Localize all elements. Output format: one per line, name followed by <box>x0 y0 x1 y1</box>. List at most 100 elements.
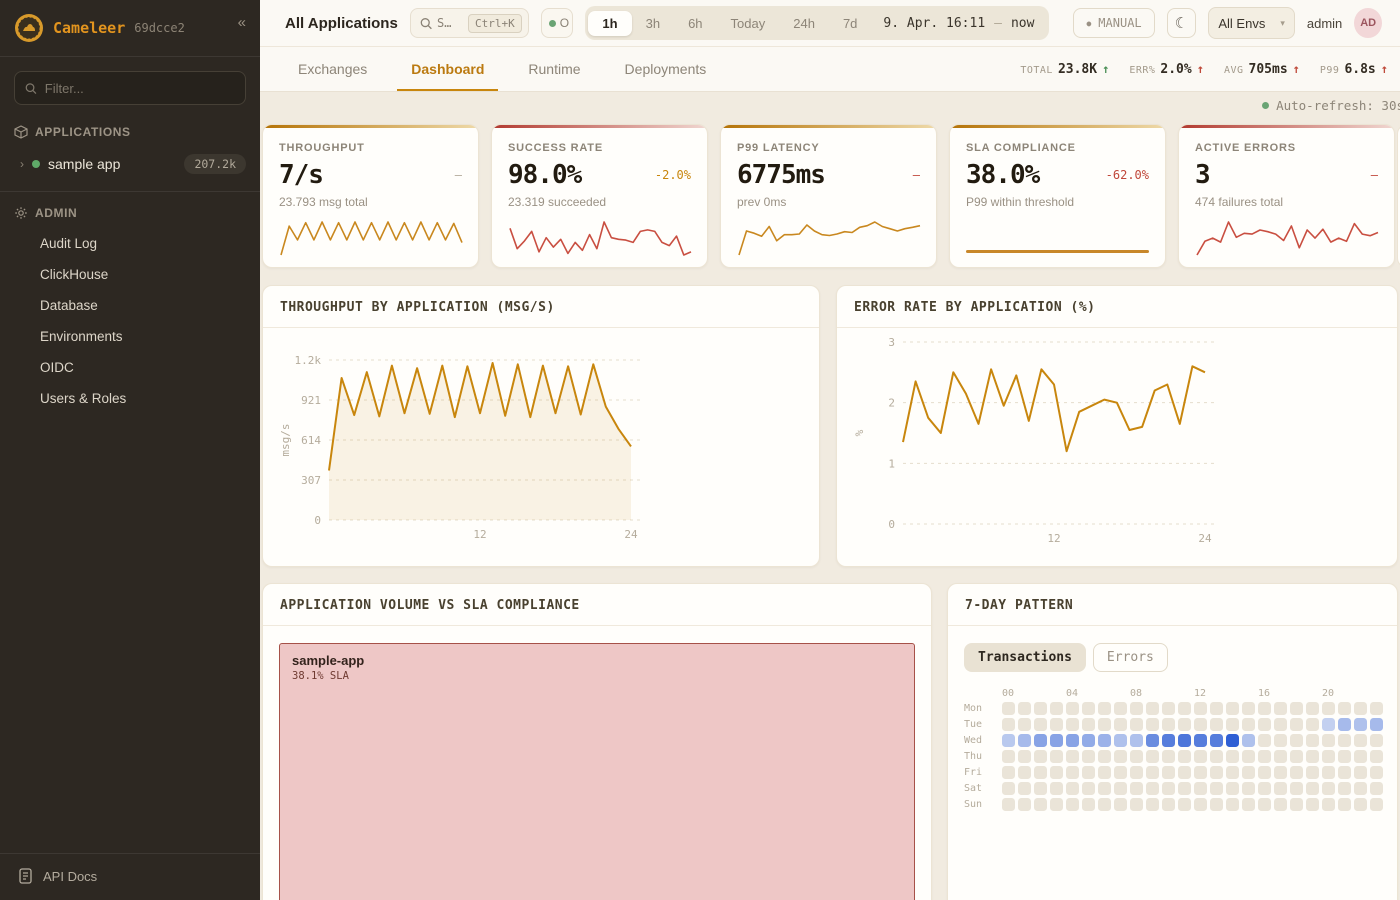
heatmap-cell[interactable] <box>1225 766 1239 779</box>
sidebar-item-database[interactable]: Database <box>40 298 98 313</box>
heatmap-cell[interactable] <box>1033 750 1048 763</box>
heatmap-cell[interactable] <box>1321 782 1335 795</box>
heatmap-cell[interactable] <box>1257 798 1271 811</box>
heatmap-cell[interactable] <box>1193 702 1207 715</box>
heatmap-cell[interactable] <box>1273 798 1287 811</box>
sidebar-item-oidc[interactable]: OIDC <box>40 360 74 375</box>
sidebar-collapse-icon[interactable]: « <box>237 13 246 31</box>
heatmap-cell[interactable] <box>1002 782 1016 795</box>
heatmap-cell[interactable] <box>1161 798 1176 811</box>
heatmap-cell[interactable] <box>1241 718 1255 731</box>
heatmap-cell[interactable] <box>1113 734 1128 747</box>
tab-runtime[interactable]: Runtime <box>528 61 581 77</box>
range-1h[interactable]: 1h <box>588 10 632 36</box>
heatmap-cell[interactable] <box>1273 702 1287 715</box>
heatmap-cell[interactable] <box>1225 750 1239 763</box>
heatmap-cell[interactable] <box>1033 766 1048 779</box>
heatmap-cell[interactable] <box>1321 766 1335 779</box>
heatmap-cell[interactable] <box>1129 718 1144 731</box>
heatmap-cell[interactable] <box>1161 782 1176 795</box>
heatmap-cell[interactable] <box>1225 702 1239 715</box>
heatmap-cell[interactable] <box>1321 798 1335 811</box>
treemap-tile-sample-app[interactable]: sample-app 38.1% SLA <box>279 643 915 900</box>
heatmap-cell[interactable] <box>1305 798 1319 811</box>
heatmap-cell[interactable] <box>1209 718 1223 731</box>
heatmap-cell[interactable] <box>1321 702 1335 715</box>
heatmap-cell[interactable] <box>1049 798 1064 811</box>
heatmap-cell[interactable] <box>1273 750 1287 763</box>
heatmap-cell[interactable] <box>1033 798 1048 811</box>
heatmap-cell[interactable] <box>1017 798 1032 811</box>
heatmap-cell[interactable] <box>1113 782 1128 795</box>
heatmap-cell[interactable] <box>1002 718 1016 731</box>
heatmap-cell[interactable] <box>1177 766 1192 779</box>
heatmap-cell[interactable] <box>1129 734 1144 747</box>
heatmap-cell[interactable] <box>1305 766 1319 779</box>
heatmap-cell[interactable] <box>1033 782 1048 795</box>
heatmap-cell[interactable] <box>1273 782 1287 795</box>
heatmap-cell[interactable] <box>1145 702 1160 715</box>
heatmap-cell[interactable] <box>1209 798 1223 811</box>
heatmap-cell[interactable] <box>1193 798 1207 811</box>
heatmap-cell[interactable] <box>1369 782 1383 795</box>
heatmap-cell[interactable] <box>1002 702 1016 715</box>
heatmap-cell[interactable] <box>1369 718 1383 731</box>
heatmap-cell[interactable] <box>1193 750 1207 763</box>
heatmap-cell[interactable] <box>1033 702 1048 715</box>
heatmap-cell[interactable] <box>1033 718 1048 731</box>
heatmap-cell[interactable] <box>1305 782 1319 795</box>
heatmap-cell[interactable] <box>1241 798 1255 811</box>
heatmap-cell[interactable] <box>1337 782 1351 795</box>
heatmap-cell[interactable] <box>1002 734 1016 747</box>
heatmap-cell[interactable] <box>1129 766 1144 779</box>
heatmap-cell[interactable] <box>1257 750 1271 763</box>
heatmap-cell[interactable] <box>1097 750 1112 763</box>
heatmap-cell[interactable] <box>1209 782 1223 795</box>
heatmap-cell[interactable] <box>1065 702 1080 715</box>
heatmap-cell[interactable] <box>1097 782 1112 795</box>
chevron-right-icon[interactable]: › <box>20 157 24 171</box>
heatmap-cell[interactable] <box>1161 766 1176 779</box>
search-input[interactable] <box>437 16 464 30</box>
heatmap-cell[interactable] <box>1113 798 1128 811</box>
sidebar-item-sample-app[interactable]: › sample app 207.2k <box>0 147 260 181</box>
heatmap-cell[interactable] <box>1257 766 1271 779</box>
heatmap-cell[interactable] <box>1017 718 1032 731</box>
heatmap-cell[interactable] <box>1129 750 1144 763</box>
heatmap-cell[interactable] <box>1145 766 1160 779</box>
heatmap-cell[interactable] <box>1353 798 1367 811</box>
heatmap-cell[interactable] <box>1353 766 1367 779</box>
heatmap-cell[interactable] <box>1097 766 1112 779</box>
heatmap-cell[interactable] <box>1193 718 1207 731</box>
range-24h[interactable]: 24h <box>793 15 815 31</box>
heatmap-cell[interactable] <box>1337 734 1351 747</box>
tab-deployments[interactable]: Deployments <box>624 61 707 77</box>
heatmap-cell[interactable] <box>1209 750 1223 763</box>
heatmap-cell[interactable] <box>1321 718 1335 731</box>
heatmap-cell[interactable] <box>1241 702 1255 715</box>
heatmap-cell[interactable] <box>1161 750 1176 763</box>
heatmap-cell[interactable] <box>1081 702 1096 715</box>
heatmap-cell[interactable] <box>1337 702 1351 715</box>
heatmap-cell[interactable] <box>1017 750 1032 763</box>
heatmap-cell[interactable] <box>1353 734 1367 747</box>
heatmap-cell[interactable] <box>1002 766 1016 779</box>
env-select[interactable]: All Envs ▾ <box>1208 7 1295 39</box>
heatmap-cell[interactable] <box>1049 718 1064 731</box>
heatmap-cell[interactable] <box>1321 750 1335 763</box>
heatmap-cell[interactable] <box>1161 718 1176 731</box>
heatmap-cell[interactable] <box>1289 750 1303 763</box>
range-today[interactable]: Today <box>730 15 766 31</box>
heatmap-cell[interactable] <box>1049 782 1064 795</box>
heatmap-cell[interactable] <box>1145 718 1160 731</box>
heatmap-cell[interactable] <box>1177 798 1192 811</box>
heatmap-cell[interactable] <box>1209 734 1223 747</box>
heatmap-cell[interactable] <box>1113 718 1128 731</box>
heatmap-cell[interactable] <box>1305 718 1319 731</box>
heatmap-cell[interactable] <box>1289 782 1303 795</box>
heatmap-cell[interactable] <box>1113 766 1128 779</box>
global-search[interactable]: Ctrl+K <box>409 8 529 38</box>
heatmap-cell[interactable] <box>1209 702 1223 715</box>
heatmap-cell[interactable] <box>1017 766 1032 779</box>
heatmap-cell[interactable] <box>1017 782 1032 795</box>
